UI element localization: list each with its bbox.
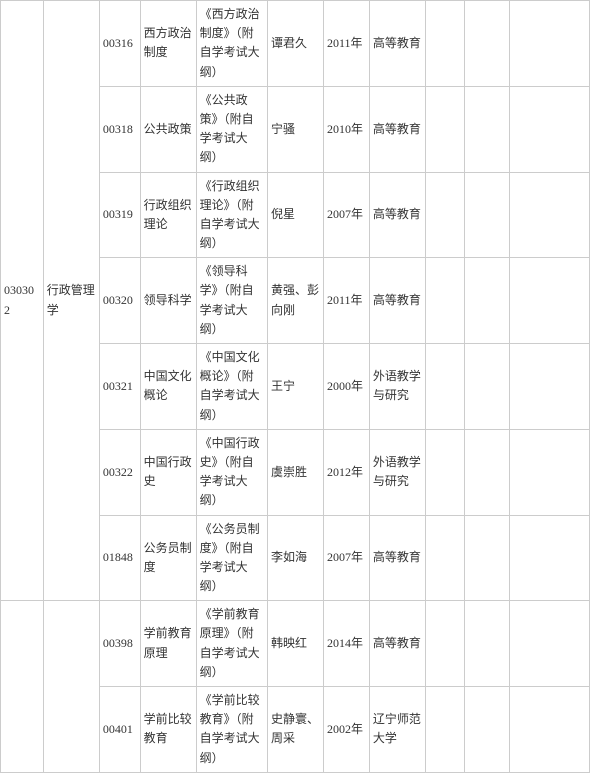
book-name: 《西方政治制度》（附自学考试大纲） — [196, 1, 267, 87]
empty-cell — [425, 601, 464, 687]
year: 2012年 — [323, 429, 369, 515]
course-name: 领导科学 — [140, 258, 196, 344]
major-code — [1, 601, 44, 773]
course-name: 公共政策 — [140, 86, 196, 172]
empty-cell — [464, 172, 510, 258]
author: 史静寰、周采 — [267, 687, 323, 773]
author: 李如海 — [267, 515, 323, 601]
major-code: 030302 — [1, 1, 44, 601]
course-name: 中国行政史 — [140, 429, 196, 515]
empty-cell — [425, 687, 464, 773]
publisher: 高等教育 — [369, 172, 425, 258]
publisher: 辽宁师范大学 — [369, 687, 425, 773]
course-name: 学前比较教育 — [140, 687, 196, 773]
book-name: 《中国文化概论》（附自学考试大纲） — [196, 344, 267, 430]
year: 2011年 — [323, 258, 369, 344]
empty-cell — [425, 258, 464, 344]
empty-cell — [464, 86, 510, 172]
publisher: 高等教育 — [369, 1, 425, 87]
course-code: 01848 — [99, 515, 140, 601]
year: 2000年 — [323, 344, 369, 430]
year: 2007年 — [323, 172, 369, 258]
book-name: 《中国行政史》（附自学考试大纲） — [196, 429, 267, 515]
course-code: 00401 — [99, 687, 140, 773]
empty-cell — [425, 86, 464, 172]
empty-cell — [425, 429, 464, 515]
course-code: 00316 — [99, 1, 140, 87]
empty-cell — [425, 172, 464, 258]
book-name: 《公务员制度》（附自学考试大纲） — [196, 515, 267, 601]
author: 倪星 — [267, 172, 323, 258]
publisher: 外语教学与研究 — [369, 429, 425, 515]
empty-cell — [464, 687, 510, 773]
course-name: 中国文化概论 — [140, 344, 196, 430]
empty-cell — [510, 86, 590, 172]
course-name: 行政组织理论 — [140, 172, 196, 258]
author: 韩映红 — [267, 601, 323, 687]
publisher: 外语教学与研究 — [369, 344, 425, 430]
empty-cell — [464, 601, 510, 687]
publisher: 高等教育 — [369, 86, 425, 172]
empty-cell — [425, 515, 464, 601]
book-name: 《学前教育原理》（附自学考试大纲） — [196, 601, 267, 687]
author: 黄强、彭向刚 — [267, 258, 323, 344]
table-row: 030302 行政管理学 00316 西方政治制度 《西方政治制度》（附自学考试… — [1, 1, 590, 87]
empty-cell — [510, 1, 590, 87]
book-name: 《领导科学》（附自学考试大纲） — [196, 258, 267, 344]
book-name: 《学前比较教育》（附自学考试大纲） — [196, 687, 267, 773]
empty-cell — [510, 601, 590, 687]
empty-cell — [510, 172, 590, 258]
author: 王宁 — [267, 344, 323, 430]
year: 2010年 — [323, 86, 369, 172]
book-name: 《公共政策》（附自学考试大纲） — [196, 86, 267, 172]
empty-cell — [510, 344, 590, 430]
empty-cell — [510, 429, 590, 515]
book-name: 《行政组织理论》（附自学考试大纲） — [196, 172, 267, 258]
publisher: 高等教育 — [369, 515, 425, 601]
year: 2007年 — [323, 515, 369, 601]
empty-cell — [464, 1, 510, 87]
empty-cell — [464, 515, 510, 601]
course-code: 00322 — [99, 429, 140, 515]
course-code: 00319 — [99, 172, 140, 258]
author: 谭君久 — [267, 1, 323, 87]
year: 2011年 — [323, 1, 369, 87]
author: 宁骚 — [267, 86, 323, 172]
publisher: 高等教育 — [369, 258, 425, 344]
course-name: 学前教育原理 — [140, 601, 196, 687]
course-name: 公务员制度 — [140, 515, 196, 601]
course-code: 00398 — [99, 601, 140, 687]
empty-cell — [510, 515, 590, 601]
course-table: 030302 行政管理学 00316 西方政治制度 《西方政治制度》（附自学考试… — [0, 0, 590, 773]
table-row: 00398 学前教育原理 《学前教育原理》（附自学考试大纲） 韩映红 2014年… — [1, 601, 590, 687]
year: 2014年 — [323, 601, 369, 687]
empty-cell — [510, 258, 590, 344]
year: 2002年 — [323, 687, 369, 773]
empty-cell — [425, 344, 464, 430]
empty-cell — [425, 1, 464, 87]
course-name: 西方政治制度 — [140, 1, 196, 87]
course-code: 00320 — [99, 258, 140, 344]
course-code: 00318 — [99, 86, 140, 172]
author: 虞崇胜 — [267, 429, 323, 515]
empty-cell — [510, 687, 590, 773]
empty-cell — [464, 258, 510, 344]
empty-cell — [464, 429, 510, 515]
major-name — [43, 601, 99, 773]
major-name: 行政管理学 — [43, 1, 99, 601]
empty-cell — [464, 344, 510, 430]
course-code: 00321 — [99, 344, 140, 430]
publisher: 高等教育 — [369, 601, 425, 687]
